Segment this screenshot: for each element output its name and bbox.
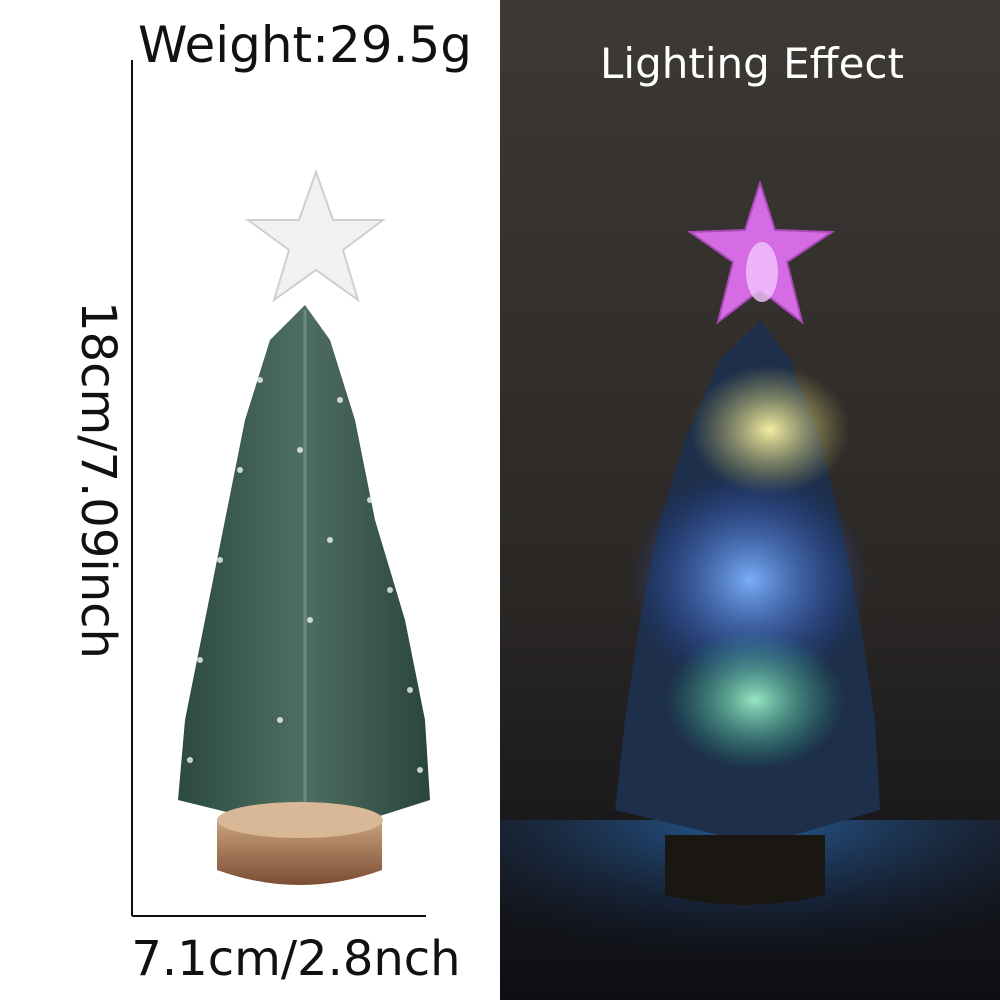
- height-label: 18cm/7.09inch: [70, 301, 126, 659]
- weight-label: Weight:29.5g: [138, 16, 472, 74]
- width-label: 7.1cm/2.8nch: [131, 931, 460, 987]
- tree-lit: [615, 179, 880, 905]
- lighting-title: Lighting Effect: [600, 39, 904, 88]
- tree-white: [178, 169, 430, 885]
